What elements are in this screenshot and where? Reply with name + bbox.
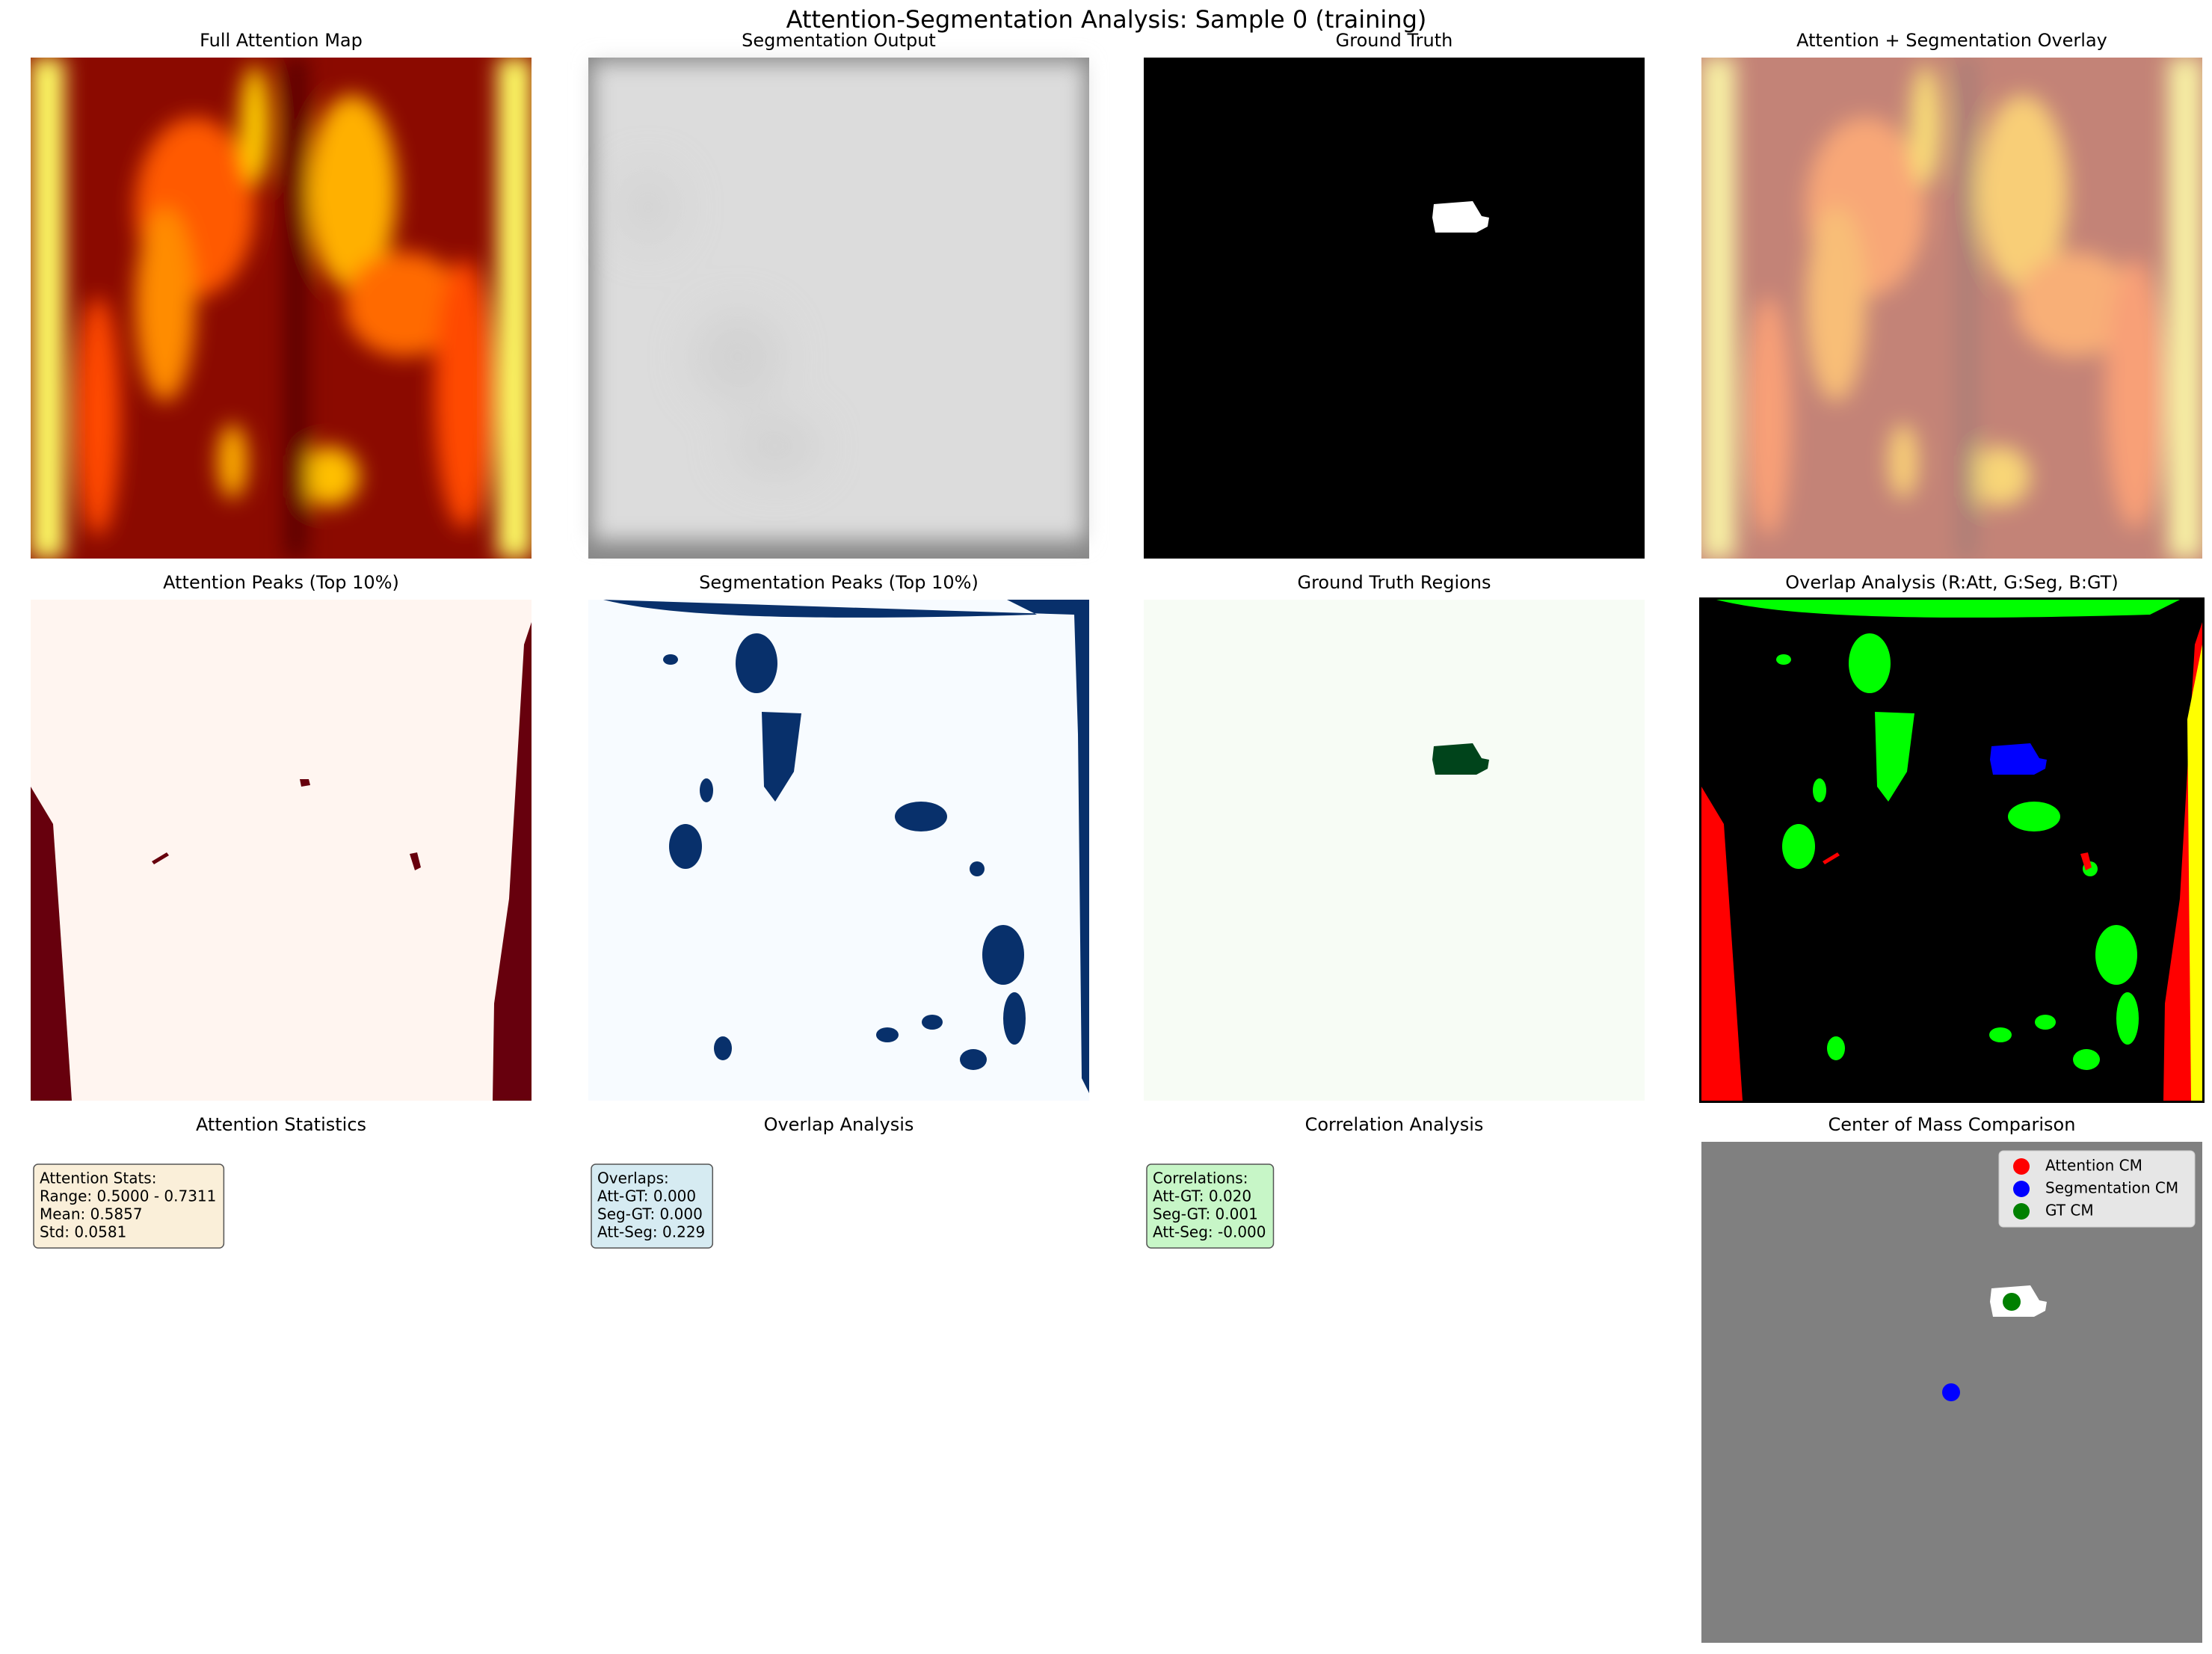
text-box-line: Seg-GT: 0.000 [597,1205,703,1223]
panel-title: Attention Peaks (Top 10%) [163,572,399,593]
attention-map-image [31,58,532,559]
legend-marker [2013,1203,2030,1220]
text-box-line: Range: 0.5000 - 0.7311 [40,1187,216,1205]
text-box-line: Mean: 0.5857 [40,1205,143,1223]
ground-truth-image [1144,58,1645,559]
panel-title: Overlap Analysis [764,1114,914,1135]
legend-frame [1998,1150,2196,1228]
panel-title: Correlation Analysis [1305,1114,1484,1135]
panel-title: Segmentation Peaks (Top 10%) [699,572,979,593]
panel-title: Attention Statistics [196,1114,366,1135]
segmentation-output-image [588,58,1089,559]
overlap-image [1699,597,2205,1103]
legend-label: GT CM [2045,1202,2094,1220]
text-box-line: Correlations: [1153,1169,1248,1187]
text-box-line: Attention Stats: [40,1169,156,1187]
legend-marker [2013,1181,2030,1197]
ground-truth-regions-image [1144,600,1645,1101]
overlay-image [1701,58,2202,559]
legend-label: Attention CM [2045,1157,2142,1175]
panel-title: Full Attention Map [200,30,363,51]
text-box: Attention Stats:Range: 0.5000 - 0.7311Me… [33,1163,225,1249]
text-box-line: Att-Seg: -0.000 [1153,1223,1266,1241]
text-box-line: Att-Seg: 0.229 [597,1223,705,1241]
panel-title: Ground Truth [1336,30,1453,51]
text-box-frame [1146,1163,1275,1249]
panel-title: Ground Truth Regions [1297,572,1491,593]
legend-marker [2013,1158,2030,1175]
legend-label: Segmentation CM [2045,1179,2178,1197]
panel-title: Center of Mass Comparison [1829,1114,2076,1135]
text-box-line: Seg-GT: 0.001 [1153,1205,1258,1223]
text-box-line: Att-GT: 0.020 [1153,1187,1251,1205]
figure-title: Attention-Segmentation Analysis: Sample … [786,5,1427,34]
legend: Attention CM Segmentation CM GT CM [1998,1150,2196,1228]
segmentation-peaks-image [588,600,1089,1101]
text-box-line: Std: 0.0581 [40,1223,126,1241]
panel-title: Overlap Analysis (R:Att, G:Seg, B:GT) [1785,572,2118,593]
text-box-line: Att-GT: 0.000 [597,1187,696,1205]
gt-cm-marker [2003,1293,2021,1311]
segmentation-cm-marker [1942,1383,1960,1401]
attention-peaks-image [31,600,532,1101]
text-box-line: Overlaps: [597,1169,669,1187]
panels [31,58,2205,1643]
panel-title: Attention + Segmentation Overlay [1796,30,2107,51]
text-box-frame [33,1163,225,1249]
panel-title: Segmentation Output [742,30,936,51]
text-box-frame [591,1163,714,1249]
